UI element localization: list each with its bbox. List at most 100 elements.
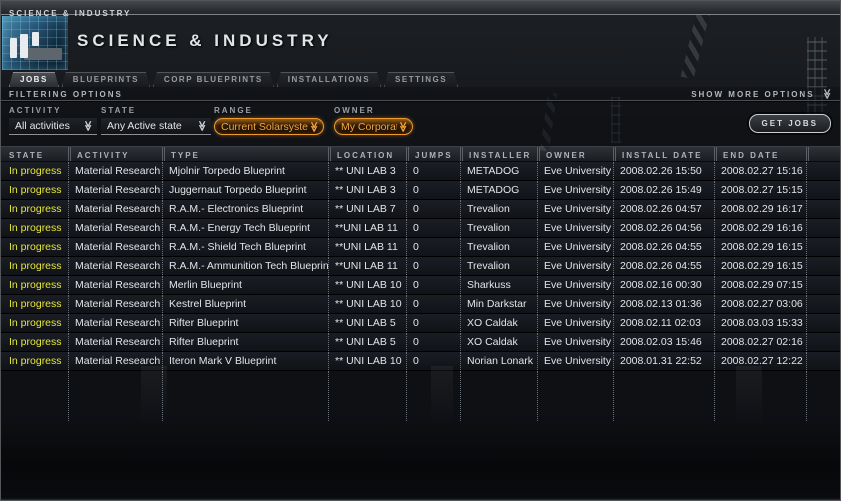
tab-jobs[interactable]: JOBS bbox=[9, 72, 59, 87]
cell-install-date: 2008.02.26 04:55 bbox=[613, 238, 714, 256]
tab-installations[interactable]: INSTALLATIONS bbox=[277, 72, 381, 87]
column-header-owner[interactable]: OWNER bbox=[537, 147, 613, 161]
cell-jumps: 0 bbox=[406, 314, 460, 332]
column-header-install-date[interactable]: INSTALL DATE bbox=[613, 147, 714, 161]
cell-owner: Eve University bbox=[537, 314, 613, 332]
state-dropdown[interactable]: Any Active state ≫ bbox=[101, 118, 211, 135]
empty-column-cell bbox=[1, 371, 68, 421]
cell-location: ** UNI LAB 3 bbox=[328, 181, 406, 199]
state-dropdown-value: Any Active state bbox=[107, 120, 182, 132]
cell-spacer bbox=[806, 352, 840, 370]
table-row[interactable]: In progress Material Research Merlin Bluep… bbox=[1, 276, 840, 295]
column-header-jumps[interactable]: JUMPS bbox=[406, 147, 460, 161]
cell-jumps: 0 bbox=[406, 295, 460, 313]
cell-activity: Material Research bbox=[68, 257, 162, 275]
show-more-options-button[interactable]: SHOW MORE OPTIONS ≫ bbox=[691, 88, 832, 101]
column-header-end-date[interactable]: END DATE bbox=[714, 147, 806, 161]
empty-column-cell bbox=[162, 371, 328, 421]
column-header-installer[interactable]: INSTALLER bbox=[460, 147, 537, 161]
table-row[interactable]: In progress Material Research Rifter Bluep… bbox=[1, 314, 840, 333]
cell-install-date: 2008.02.26 04:55 bbox=[613, 257, 714, 275]
cell-installer: Trevalion bbox=[460, 200, 537, 218]
tab-bar: JOBS BLUEPRINTS CORP BLUEPRINTS INSTALLATIO… bbox=[1, 71, 840, 87]
window-header: SCIENCE & INDUSTRY bbox=[1, 15, 840, 71]
table-row[interactable]: In progress Material Research Mjolnir Torp… bbox=[1, 162, 840, 181]
cell-state: In progress bbox=[9, 165, 62, 177]
filter-section: FILTERING OPTIONS SHOW MORE OPTIONS ≫ AC… bbox=[1, 87, 840, 146]
tab-corp-blueprints[interactable]: CORP BLUEPRINTS bbox=[153, 72, 274, 87]
cell-jumps: 0 bbox=[406, 219, 460, 237]
cell-end-date: 2008.02.29 16:15 bbox=[714, 257, 806, 275]
cell-owner: Eve University bbox=[537, 181, 613, 199]
column-header-type[interactable]: TYPE bbox=[162, 147, 328, 161]
cell-type: R.A.M.- Energy Tech Blueprint bbox=[162, 219, 328, 237]
chevron-down-icon: ≫ bbox=[195, 120, 207, 132]
cell-jumps: 0 bbox=[406, 238, 460, 256]
owner-dropdown-value: My Corporation bbox=[341, 120, 397, 133]
cell-location: ** UNI LAB 5 bbox=[328, 314, 406, 332]
owner-dropdown[interactable]: My Corporation≫ bbox=[334, 118, 413, 135]
cell-install-date: 2008.02.11 02:03 bbox=[613, 314, 714, 332]
cell-owner: Eve University bbox=[537, 219, 613, 237]
cell-state: In progress bbox=[9, 317, 62, 329]
table-row[interactable]: In progress Material Research Juggernaut T… bbox=[1, 181, 840, 200]
jobs-table-header: STATE ACTIVITY TYPE LOCATION JUMPS INSTALLER O… bbox=[1, 146, 840, 162]
table-row[interactable]: In progress Material Research R.A.M.- Shie… bbox=[1, 238, 840, 257]
filter-label-owner: OWNER bbox=[334, 106, 375, 115]
cell-location: ** UNI LAB 5 bbox=[328, 333, 406, 351]
window-titlebar-text: SCIENCE & INDUSTRY bbox=[9, 9, 132, 18]
empty-column-cell bbox=[714, 371, 806, 421]
activity-dropdown[interactable]: All activities ≫ bbox=[9, 118, 97, 135]
empty-column-cell bbox=[537, 371, 613, 421]
cell-type: Rifter Blueprint bbox=[162, 314, 328, 332]
filter-field-range: RANGE Current Solarsystem ≫ bbox=[214, 106, 324, 135]
cell-end-date: 2008.02.29 16:15 bbox=[714, 238, 806, 256]
cell-installer: Norian Lonark bbox=[460, 352, 537, 370]
cell-activity: Material Research bbox=[68, 276, 162, 294]
cell-installer: METADOG bbox=[460, 162, 537, 180]
cell-owner: Eve University bbox=[537, 295, 613, 313]
get-jobs-button[interactable]: GET JOBS bbox=[748, 114, 831, 133]
cell-end-date: 2008.02.29 16:16 bbox=[714, 219, 806, 237]
table-row[interactable]: In progress Material Research R.A.M.- Elec… bbox=[1, 200, 840, 219]
cell-type: Rifter Blueprint bbox=[162, 333, 328, 351]
cell-installer: METADOG bbox=[460, 181, 537, 199]
cell-location: ** UNI LAB 10 bbox=[328, 295, 406, 313]
cell-end-date: 2008.02.29 16:17 bbox=[714, 200, 806, 218]
cell-location: **UNI LAB 11 bbox=[328, 238, 406, 256]
range-dropdown[interactable]: Current Solarsystem ≫ bbox=[214, 118, 324, 135]
cell-install-date: 2008.01.31 22:52 bbox=[613, 352, 714, 370]
table-row[interactable]: In progress Material Research Kestrel Blue… bbox=[1, 295, 840, 314]
filter-label-state: STATE bbox=[101, 106, 137, 115]
empty-column-cell bbox=[328, 371, 406, 421]
cell-spacer bbox=[806, 181, 840, 199]
cell-installer: Min Darkstar bbox=[460, 295, 537, 313]
column-header-activity[interactable]: ACTIVITY bbox=[68, 147, 162, 161]
table-row[interactable]: In progress Material Research Iteron Mark … bbox=[1, 352, 840, 371]
table-row[interactable]: In progress Material Research R.A.M.- Ener… bbox=[1, 219, 840, 238]
cell-jumps: 0 bbox=[406, 352, 460, 370]
filter-label-range: RANGE bbox=[214, 106, 253, 115]
tab-settings[interactable]: SETTINGS bbox=[384, 72, 458, 87]
tab-blueprints[interactable]: BLUEPRINTS bbox=[62, 72, 150, 87]
column-header-state[interactable]: STATE bbox=[9, 151, 45, 160]
chevron-down-icon: ≫ bbox=[396, 121, 408, 132]
cell-state: In progress bbox=[9, 336, 62, 348]
cell-end-date: 2008.02.27 15:16 bbox=[714, 162, 806, 180]
chevron-down-icon: ≫ bbox=[820, 88, 832, 101]
cell-state: In progress bbox=[9, 222, 62, 234]
window-titlebar[interactable]: SCIENCE & INDUSTRY bbox=[1, 1, 840, 18]
cell-activity: Material Research bbox=[68, 219, 162, 237]
table-row[interactable]: In progress Material Research R.A.M.- Ammu… bbox=[1, 257, 840, 276]
filtering-options-label: FILTERING OPTIONS bbox=[9, 90, 123, 99]
chevron-down-icon: ≫ bbox=[307, 121, 319, 132]
cell-end-date: 2008.02.27 15:15 bbox=[714, 181, 806, 199]
table-row[interactable]: In progress Material Research Rifter Bluep… bbox=[1, 333, 840, 352]
cell-jumps: 0 bbox=[406, 200, 460, 218]
cell-owner: Eve University bbox=[537, 333, 613, 351]
cell-location: ** UNI LAB 3 bbox=[328, 162, 406, 180]
cell-jumps: 0 bbox=[406, 276, 460, 294]
cell-jumps: 0 bbox=[406, 333, 460, 351]
column-header-location[interactable]: LOCATION bbox=[328, 147, 406, 161]
